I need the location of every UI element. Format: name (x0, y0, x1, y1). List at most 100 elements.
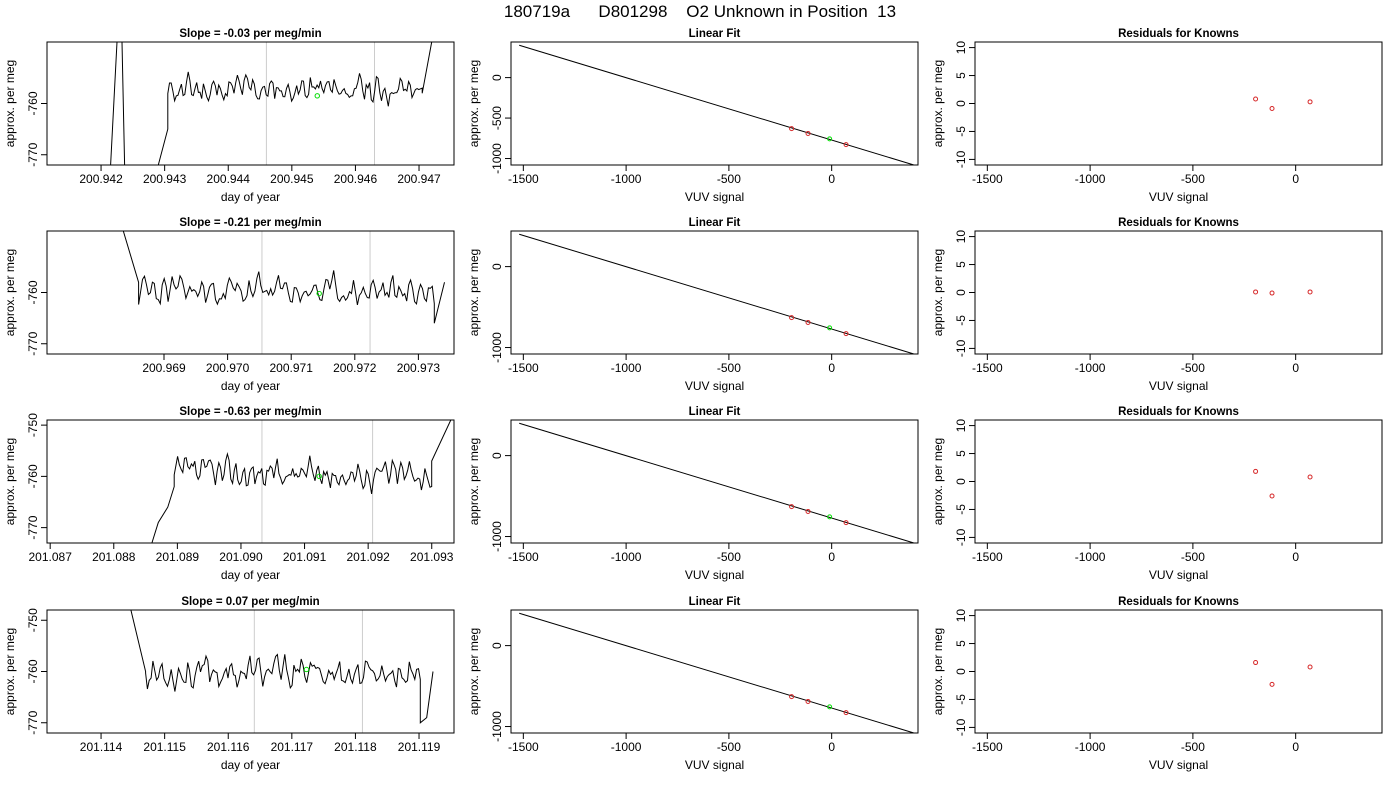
x-tick-label: -1000 (611, 550, 642, 564)
panel-title: Residuals for Knowns (1118, 217, 1239, 229)
unknown-point (314, 93, 320, 99)
y-tick-label: 5 (954, 72, 968, 79)
x-tick-label: -1000 (1075, 550, 1106, 564)
y-axis-label: approx. per meg (3, 249, 17, 336)
plot-frame (46, 419, 455, 544)
y-tick-label: -500 (490, 106, 504, 130)
x-tick-label: 200.946 (334, 172, 378, 186)
x-tick-label: 201.117 (271, 740, 314, 754)
y-axis-label: approx. per meg (931, 60, 945, 147)
plot-area (151, 420, 452, 543)
x-tick-label: -1500 (508, 172, 539, 186)
y-tick-label: -1000 (490, 521, 504, 552)
known-point (789, 504, 795, 510)
x-tick-label: 200.944 (207, 172, 251, 186)
figure-title: 180719a D801298 O2 Unknown in Position 1… (503, 2, 897, 21)
unknown-point (827, 325, 833, 331)
x-axis-label: VUV signal (685, 379, 744, 393)
plot-area (519, 44, 915, 165)
unknown-point (316, 290, 322, 297)
panel-title: Residuals for Knowns (1118, 406, 1239, 418)
known-point (805, 698, 811, 704)
plot-area (519, 422, 915, 543)
timeseries-line (130, 610, 434, 724)
y-tick-label: -770 (26, 515, 40, 539)
panel-title: Linear Fit (689, 217, 741, 229)
plot-area (1253, 289, 1313, 296)
y-tick-label: 0 (490, 263, 504, 270)
x-tick-label: -500 (717, 361, 741, 375)
x-tick-label: 201.114 (80, 740, 123, 754)
residual-point (1253, 468, 1259, 474)
y-tick-label: -770 (26, 710, 40, 734)
plot-frame (510, 230, 919, 355)
x-tick-label: 200.970 (206, 361, 250, 375)
y-axis-label: approx. per meg (3, 628, 17, 715)
x-tick-label: -1000 (1075, 740, 1106, 754)
x-axis-label: VUV signal (1149, 379, 1208, 393)
residual-point (1269, 290, 1275, 296)
x-axis-label: VUV signal (1149, 190, 1208, 204)
x-tick-label: 0 (1292, 550, 1299, 564)
known-point (789, 694, 795, 700)
y-tick-label: 0 (954, 478, 968, 485)
y-tick-label: -1000 (490, 711, 504, 742)
x-tick-label: 200.972 (333, 361, 377, 375)
panel-title: Slope = 0.07 per meg/min (181, 596, 319, 608)
x-tick-label: 201.118 (334, 740, 377, 754)
x-tick-label: -1500 (508, 740, 539, 754)
unknown-point (316, 473, 322, 480)
unknown-point (827, 704, 833, 710)
timeseries-line (151, 420, 452, 543)
known-point (843, 142, 849, 148)
y-tick-label: -1000 (490, 143, 504, 174)
panel-2-timeseries: Slope = -0.63 per meg/min day of year appr… (3, 406, 455, 582)
panel-2-residuals: Residuals for Knowns VUV signal approx. pe… (931, 406, 1383, 582)
known-point (805, 319, 811, 325)
y-axis-label: approx. per meg (931, 628, 945, 715)
known-point (805, 130, 811, 136)
x-tick-label: -500 (1181, 172, 1205, 186)
x-tick-label: -500 (717, 172, 741, 186)
y-tick-label: 5 (954, 450, 968, 457)
plot-frame (974, 419, 1383, 544)
fit-line (519, 44, 915, 165)
y-tick-label: -760 (26, 91, 40, 115)
y-axis-label: approx. per meg (3, 438, 17, 525)
residual-point (1269, 681, 1275, 687)
x-tick-label: -1000 (611, 740, 642, 754)
plot-area (519, 233, 915, 354)
unknown-point (827, 136, 833, 142)
panel-title: Residuals for Knowns (1118, 596, 1239, 608)
x-tick-label: 0 (1292, 361, 1299, 375)
y-tick-label: -770 (26, 331, 40, 355)
plot-frame (974, 230, 1383, 355)
plot-frame (46, 41, 455, 166)
y-axis-label: approx. per meg (467, 249, 481, 336)
known-point (789, 126, 795, 132)
x-axis-label: VUV signal (1149, 568, 1208, 582)
residual-point (1307, 289, 1313, 295)
y-tick-label: 0 (490, 452, 504, 459)
panel-title: Slope = -0.03 per meg/min (179, 28, 321, 40)
y-tick-label: -10 (954, 528, 968, 546)
y-tick-label: 0 (490, 74, 504, 81)
timeseries-line (110, 42, 433, 165)
y-axis-label: approx. per meg (467, 438, 481, 525)
x-tick-label: -500 (1181, 361, 1205, 375)
residual-point (1269, 493, 1275, 499)
y-tick-label: -750 (26, 608, 40, 632)
x-axis-label: day of year (221, 379, 280, 393)
panel-title: Linear Fit (689, 28, 741, 40)
panel-0-fit: Linear Fit VUV signal approx. per meg -1500… (467, 28, 919, 204)
plot-frame (510, 419, 919, 544)
known-point (789, 315, 795, 321)
x-tick-label: 200.969 (142, 361, 186, 375)
plot-frame (46, 230, 455, 355)
x-axis-label: day of year (221, 190, 280, 204)
y-tick-label: -5 (954, 126, 968, 137)
x-tick-label: -1500 (972, 740, 1003, 754)
panel-title: Slope = -0.21 per meg/min (179, 217, 321, 229)
y-tick-label: -5 (954, 694, 968, 705)
x-tick-label: 200.942 (79, 172, 123, 186)
